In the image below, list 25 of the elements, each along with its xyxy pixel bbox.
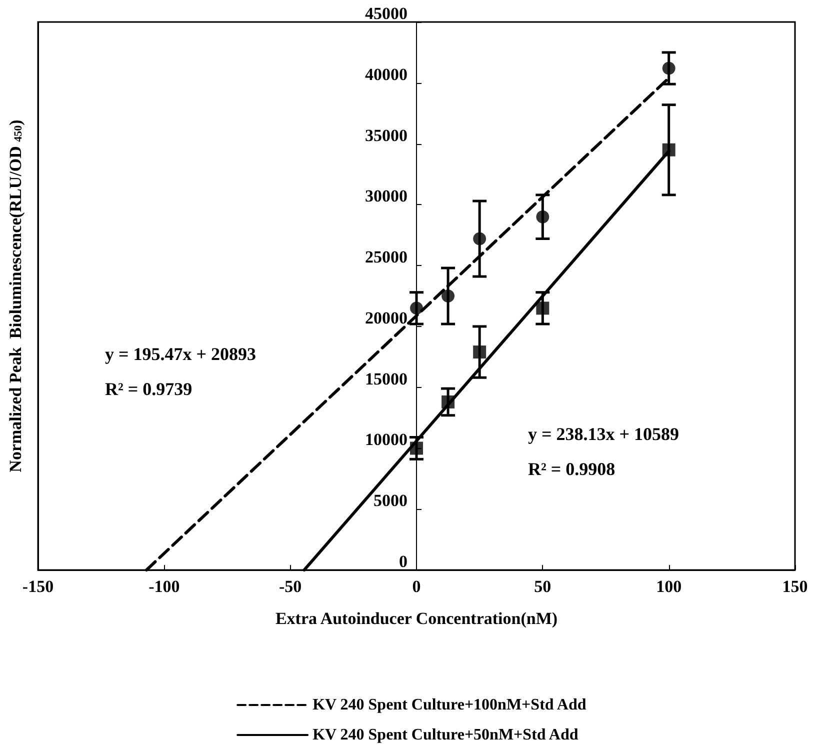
y-tick-label: 20000	[365, 308, 408, 328]
y-tick-label: 0	[399, 552, 408, 571]
legend-label: KV 240 Spent Culture+100nM+Std Add	[312, 696, 586, 714]
y-tick-label: 35000	[365, 126, 408, 145]
x-axis-title: Extra Autoinducer Concentration(nM)	[275, 609, 558, 628]
x-tick-label: -50	[278, 577, 302, 596]
legend-label: KV 240 Spent Culture+50nM+Std Add	[312, 726, 578, 744]
annotation: y = 195.47x + 20893	[105, 344, 256, 364]
annotation: y = 238.13x + 10589	[528, 424, 680, 444]
y-tick-label: 30000	[365, 186, 408, 206]
y-tick-label: 45000	[365, 4, 408, 23]
x-tick-label: -150	[22, 577, 54, 596]
x-tick-label: -100	[148, 577, 180, 596]
y-tick-label: 25000	[365, 248, 408, 267]
annotation: R² = 0.9908	[528, 459, 616, 479]
annotation: R² = 0.9739	[105, 379, 192, 399]
y-tick-label: 5000	[374, 491, 408, 510]
y-axis-title: Normalized Peak Bioluminescence(RLU/OD 450)	[6, 120, 25, 472]
y-tick-label: 15000	[365, 369, 408, 388]
y-tick-label: 10000	[365, 430, 408, 450]
x-tick-label: 100	[656, 577, 682, 596]
x-tick-label: 0	[412, 577, 421, 596]
y-tick-label: 40000	[365, 64, 408, 84]
x-tick-label: 150	[782, 577, 808, 596]
x-tick-label: 50	[534, 577, 552, 596]
